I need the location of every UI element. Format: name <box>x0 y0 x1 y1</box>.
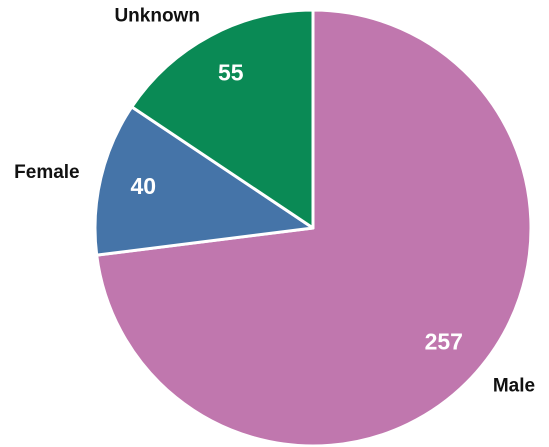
value-label: 55 <box>218 59 244 85</box>
value-label: 257 <box>425 328 463 354</box>
pie-slice <box>93 105 315 257</box>
value-label: 40 <box>130 173 156 199</box>
category-label: Female <box>14 162 79 183</box>
category-label: Male <box>493 376 535 397</box>
category-label: Unknown <box>114 6 200 27</box>
pie-slice <box>130 8 315 230</box>
